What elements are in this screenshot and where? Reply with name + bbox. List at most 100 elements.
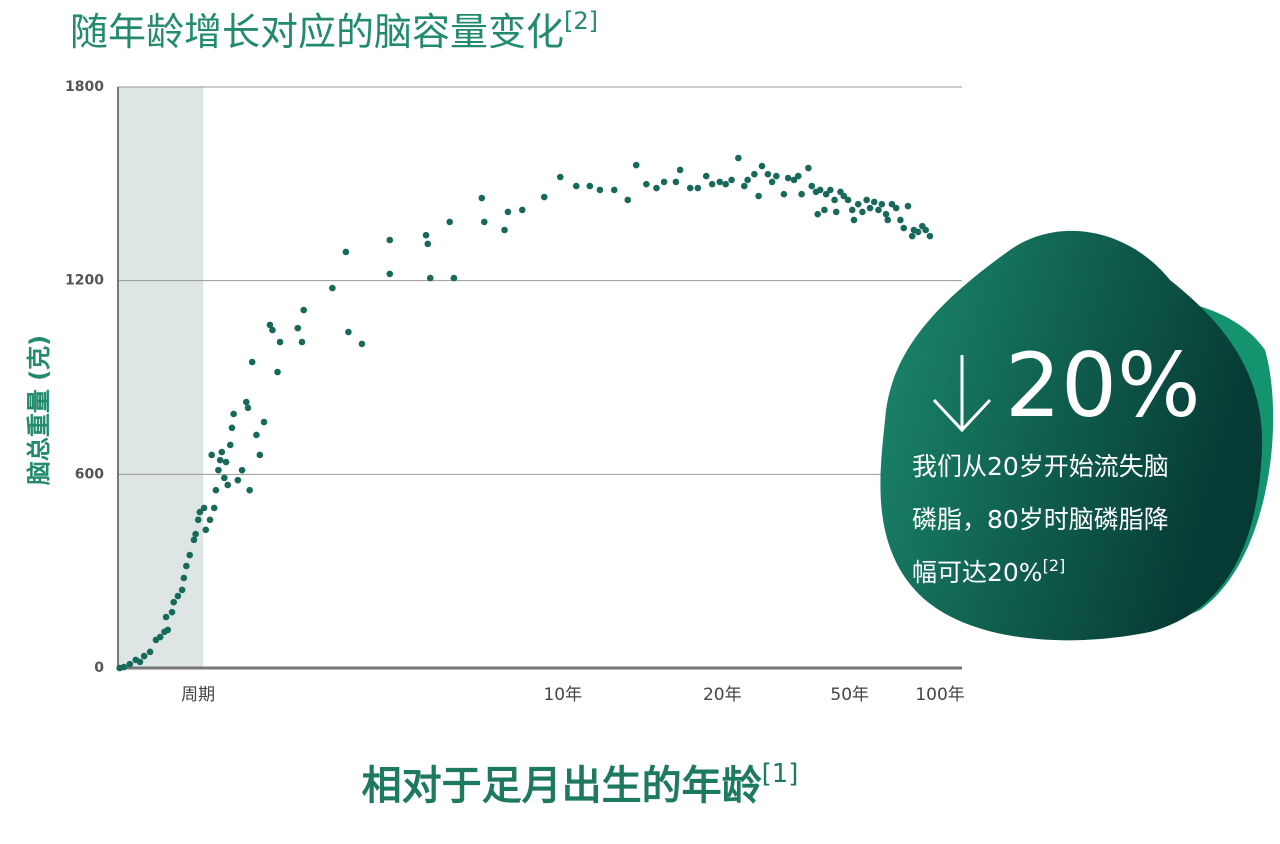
data-point: [840, 192, 848, 200]
x-label-note: [1]: [762, 759, 799, 789]
x-tick-label: 20年: [703, 685, 742, 705]
data-point: [850, 216, 858, 224]
callout-line: 我们从20岁开始流失脑: [912, 452, 1169, 481]
data-point: [246, 486, 253, 494]
plot-area: 0 600 1200 1800 周期 10年 20年 50年 100年: [65, 79, 965, 705]
data-point: [694, 184, 702, 192]
data-point: [162, 613, 170, 621]
data-point: [702, 172, 710, 180]
data-point: [180, 574, 188, 582]
data-point: [798, 190, 805, 198]
x-axis-label: 相对于足月出生的年龄[1]: [362, 759, 799, 810]
data-point: [808, 182, 816, 190]
callout-blob: [880, 230, 1263, 641]
data-point: [844, 196, 852, 204]
data-point: [854, 200, 862, 208]
data-point: [556, 173, 564, 181]
data-point: [276, 338, 284, 346]
data-point: [708, 180, 716, 188]
title-note: [2]: [564, 7, 598, 35]
data-point: [260, 418, 268, 426]
data-point: [228, 424, 236, 432]
data-point: [386, 236, 394, 244]
data-point: [329, 284, 336, 292]
data-point: [653, 184, 660, 192]
data-point: [878, 200, 886, 208]
data-point: [686, 184, 694, 192]
data-point: [345, 328, 352, 336]
data-point: [253, 431, 260, 439]
data-point: [643, 180, 650, 188]
data-point: [624, 196, 632, 204]
data-point: [269, 326, 276, 334]
data-point: [216, 456, 224, 464]
data-point: [866, 204, 874, 212]
data-point: [174, 592, 182, 600]
data-point: [266, 321, 274, 329]
data-point: [168, 608, 176, 616]
data-point: [780, 190, 788, 198]
data-point: [222, 458, 230, 466]
data-point: [672, 178, 680, 186]
data-point: [224, 481, 232, 489]
data-point: [210, 504, 218, 512]
data-point: [120, 663, 128, 671]
data-point: [794, 172, 802, 180]
data-point: [863, 196, 870, 204]
data-point: [256, 451, 264, 459]
data-point: [230, 410, 237, 418]
data-point: [300, 306, 307, 314]
data-point: [196, 508, 204, 516]
x-tick-label: 50年: [830, 685, 869, 705]
data-point: [212, 486, 220, 494]
data-point: [215, 466, 222, 474]
data-point: [859, 208, 866, 216]
data-point: [342, 248, 350, 256]
data-point: [190, 536, 198, 544]
data-point: [298, 338, 306, 346]
data-point: [764, 170, 772, 178]
chart-title: 随年龄增长对应的脑容量变化[2]: [70, 7, 598, 54]
data-point: [831, 196, 838, 204]
data-point: [248, 358, 256, 366]
data-point: [900, 224, 908, 232]
data-point: [814, 210, 821, 218]
data-point: [146, 648, 154, 656]
title-text: 随年龄增长对应的脑容量变化: [70, 10, 564, 54]
data-point: [882, 210, 890, 218]
data-point: [735, 154, 742, 162]
data-point: [790, 176, 798, 184]
data-point: [572, 182, 580, 190]
data-point: [870, 198, 878, 206]
data-point: [126, 660, 134, 668]
y-tick-label: 1800: [65, 79, 104, 95]
x-tick-label: 周期: [181, 685, 215, 705]
data-point: [758, 162, 766, 170]
callout-note: [2]: [1043, 556, 1066, 575]
data-point: [586, 182, 594, 190]
data-point: [194, 516, 202, 524]
data-point: [805, 164, 812, 172]
shaded-region: [118, 87, 204, 668]
data-point: [221, 474, 228, 482]
x-tick-label: 10年: [543, 685, 582, 705]
data-point: [660, 178, 668, 186]
data-point: [740, 182, 748, 190]
data-point: [136, 658, 144, 666]
data-point: [848, 206, 856, 214]
data-point: [728, 176, 735, 184]
data-point: [206, 516, 214, 524]
data-point: [676, 166, 684, 174]
data-point: [926, 232, 934, 240]
data-point: [386, 270, 394, 278]
data-point: [226, 441, 234, 449]
y-tick-label: 0: [94, 660, 104, 676]
data-point: [200, 504, 208, 512]
data-point: [450, 274, 458, 282]
data-point: [744, 176, 751, 184]
data-point: [238, 466, 246, 474]
callout-line-text: 幅可达20%: [912, 558, 1043, 587]
data-point: [722, 180, 729, 188]
data-point: [816, 186, 824, 194]
